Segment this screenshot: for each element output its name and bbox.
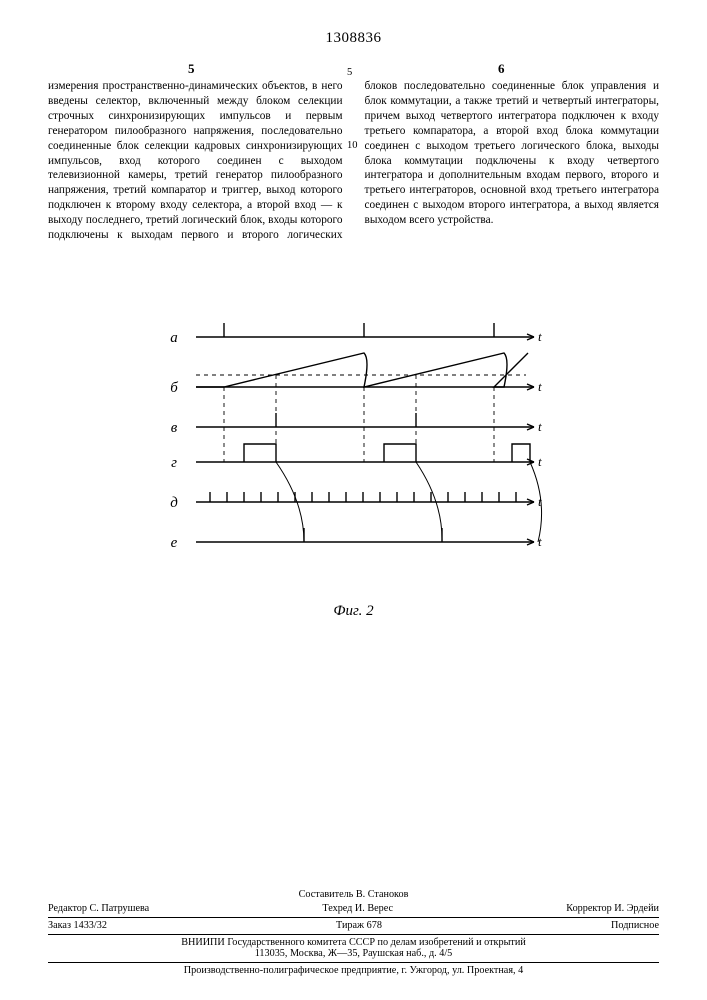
footer-press: Производственно-полиграфическое предприя… bbox=[48, 965, 659, 976]
svg-text:в: в bbox=[170, 420, 177, 436]
footer-compiler: Составитель В. Станоков bbox=[48, 889, 659, 900]
figure-caption: Фиг. 2 bbox=[48, 603, 659, 620]
svg-text:t: t bbox=[538, 329, 542, 344]
footer-credits-row: Редактор С. Патрушева Техред И. Верес Ко… bbox=[48, 903, 659, 914]
svg-text:t: t bbox=[538, 534, 542, 549]
footer-subscribed: Подписное bbox=[611, 920, 659, 931]
line-number: 10 bbox=[347, 141, 358, 152]
figure-2: абвгдеtttttt Фиг. 2 bbox=[48, 317, 659, 620]
footer-editor: Редактор С. Патрушева bbox=[48, 903, 149, 914]
svg-text:t: t bbox=[538, 454, 542, 469]
timing-diagram-svg: абвгдеtttttt bbox=[154, 317, 554, 597]
footer-divider bbox=[48, 962, 659, 963]
footer-org2: 113035, Москва, Ж—35, Раушская наб., д. … bbox=[48, 948, 659, 959]
footer-print-row: Заказ 1433/32 Тираж 678 Подписное bbox=[48, 920, 659, 931]
footer-corrector: Корректор И. Эрдейи bbox=[566, 903, 659, 914]
column-number-left: 5 bbox=[188, 61, 195, 77]
margin-line-numbers: 5 10 bbox=[347, 68, 358, 213]
footer-divider bbox=[48, 917, 659, 918]
document-number: 1308836 bbox=[48, 30, 659, 47]
footer-divider bbox=[48, 934, 659, 935]
footer-org1: ВНИИПИ Государственного комитета СССР по… bbox=[48, 937, 659, 948]
svg-text:а: а bbox=[170, 330, 178, 346]
line-number: 5 bbox=[347, 68, 358, 79]
footer-tirazh: Тираж 678 bbox=[336, 920, 382, 931]
column-number-right: 6 bbox=[498, 61, 505, 77]
svg-text:г: г bbox=[171, 455, 177, 471]
footer-block: Составитель В. Станоков Редактор С. Патр… bbox=[48, 889, 659, 976]
svg-text:е: е bbox=[170, 535, 177, 551]
svg-text:t: t bbox=[538, 379, 542, 394]
footer-order: Заказ 1433/32 bbox=[48, 920, 107, 931]
svg-text:t: t bbox=[538, 419, 542, 434]
svg-text:д: д bbox=[170, 495, 178, 511]
svg-text:б: б bbox=[170, 380, 178, 396]
footer-techred: Техред И. Верес bbox=[322, 903, 393, 914]
page: 1308836 5 6 5 10 измерения пространствен… bbox=[0, 0, 707, 1000]
